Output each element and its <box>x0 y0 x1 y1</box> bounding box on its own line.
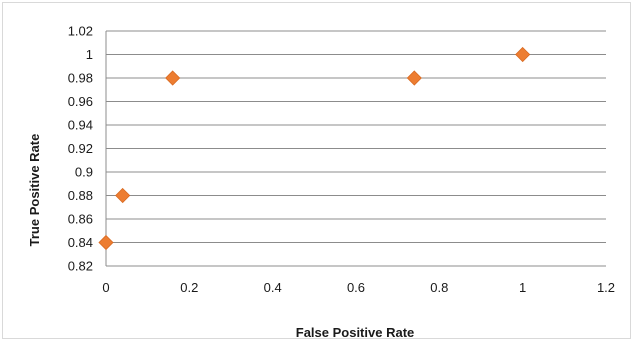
y-tick-label: 0.82 <box>68 259 93 274</box>
y-tick-label: 1 <box>86 47 93 62</box>
y-tick-label: 1.02 <box>68 24 93 39</box>
y-tick-label: 0.84 <box>68 235 93 250</box>
gridlines <box>106 30 606 267</box>
data-points <box>98 46 531 251</box>
y-tick-label: 0.9 <box>75 165 93 180</box>
y-tick-label: 0.92 <box>68 141 93 156</box>
y-tick-label: 0.86 <box>68 212 93 227</box>
data-point <box>406 70 422 86</box>
y-tick-label: 0.98 <box>68 71 93 86</box>
y-tick-label: 0.88 <box>68 188 93 203</box>
y-tick-label: 0.96 <box>68 94 93 109</box>
x-tick-label: 0.6 <box>347 280 365 295</box>
x-tick-label: 1.2 <box>597 280 615 295</box>
data-point <box>98 234 114 251</box>
y-tick-labels: 0.82 0.84 0.86 0.88 0.9 0.92 0.94 0.96 0.98 1 1.02 <box>68 24 93 274</box>
x-axis-title: False Positive Rate <box>296 325 415 340</box>
data-point <box>115 187 131 204</box>
y-axis-title: True Positive Rate <box>27 134 42 247</box>
y-tick-label: 0.94 <box>68 118 93 133</box>
x-tick-label: 0.8 <box>430 280 448 295</box>
x-tick-label: 0 <box>102 280 109 295</box>
x-tick-labels: 0 0.2 0.4 0.6 0.8 1 1.2 <box>102 280 615 295</box>
data-point <box>515 46 531 63</box>
x-tick-label: 0.2 <box>180 280 198 295</box>
data-point <box>165 70 181 86</box>
x-tick-label: 0.4 <box>264 280 282 295</box>
x-tick-label: 1 <box>519 280 526 295</box>
